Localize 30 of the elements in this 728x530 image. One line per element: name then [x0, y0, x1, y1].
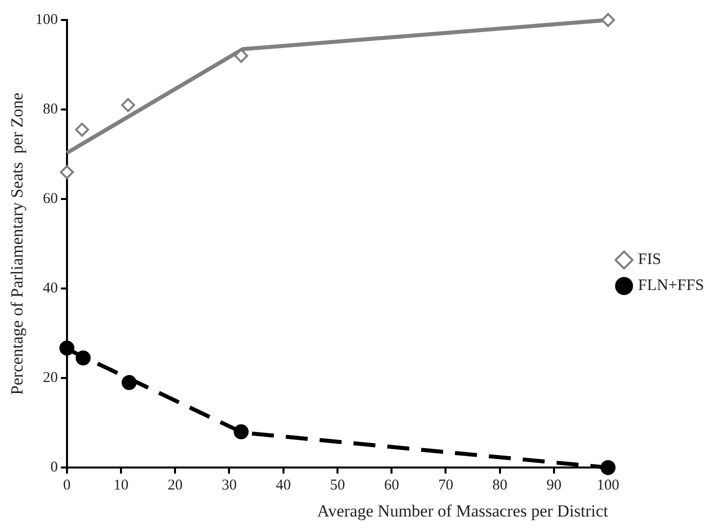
point	[121, 98, 136, 112]
x-tick-label: 60	[384, 478, 400, 494]
point	[600, 460, 616, 476]
x-tick-label: 90	[546, 478, 562, 494]
point	[122, 375, 137, 390]
y-tick-label: 60	[42, 190, 58, 207]
y-tick-label: 100	[35, 12, 58, 28]
point	[59, 340, 74, 356]
y-tick-label: 80	[42, 101, 58, 118]
x-tick-label: 30	[222, 478, 237, 494]
legend-label: FLN+FFS	[638, 277, 704, 294]
point	[601, 13, 616, 27]
x-tick-label: 80	[492, 478, 508, 494]
x-tick-label: 10	[114, 478, 129, 494]
x-tick-label: 70	[438, 478, 454, 494]
x-tick-label: 40	[276, 478, 291, 494]
x-tick-label: 50	[330, 478, 345, 494]
x-tick-label: 100	[596, 478, 620, 494]
y-tick-label: 40	[42, 280, 58, 296]
x-tick-label: 20	[168, 478, 183, 494]
y-tick-label: 0	[50, 460, 58, 476]
point	[60, 165, 74, 180]
y-axis-title: Percentage of Parliamentary Seats per Zone	[8, 92, 27, 395]
point	[234, 424, 249, 440]
legend-label: FIS	[638, 251, 662, 268]
point	[75, 122, 90, 137]
x-tick-label: 0	[63, 478, 71, 494]
x-axis-title: Average Number of Massacres per District	[317, 501, 608, 520]
point	[76, 350, 91, 366]
y-tick-label: 20	[42, 370, 58, 386]
